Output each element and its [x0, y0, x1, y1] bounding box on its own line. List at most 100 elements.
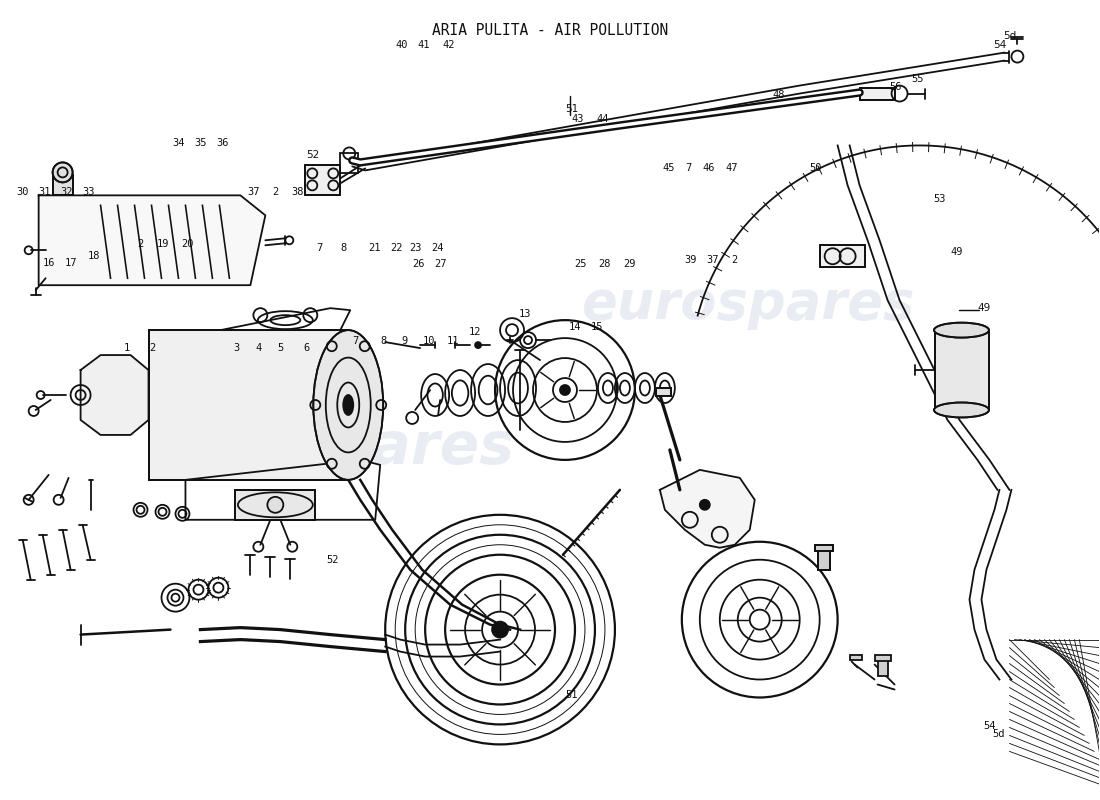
Bar — [235, 490, 316, 520]
Text: 30: 30 — [16, 187, 29, 198]
Text: 27: 27 — [433, 259, 447, 270]
Text: 34: 34 — [173, 138, 185, 148]
Text: 33: 33 — [82, 187, 95, 198]
Polygon shape — [39, 195, 265, 285]
Text: 2: 2 — [732, 255, 738, 266]
Bar — [935, 330, 989, 410]
Bar — [306, 166, 340, 195]
Text: 5d: 5d — [992, 729, 1004, 739]
Circle shape — [700, 500, 710, 510]
Text: 52: 52 — [327, 554, 339, 565]
Ellipse shape — [314, 330, 383, 480]
Text: 54: 54 — [983, 721, 996, 731]
Text: 48: 48 — [772, 90, 784, 100]
Text: 2: 2 — [138, 239, 143, 250]
Ellipse shape — [934, 402, 989, 418]
Bar — [656, 388, 671, 396]
Bar — [815, 545, 833, 550]
Text: 2: 2 — [272, 187, 278, 198]
Text: eurospares: eurospares — [581, 278, 914, 330]
Text: 35: 35 — [195, 138, 207, 148]
Circle shape — [267, 497, 284, 513]
Text: 46: 46 — [702, 163, 715, 174]
Text: 56: 56 — [890, 82, 902, 92]
Bar — [817, 548, 829, 570]
Bar — [817, 548, 829, 570]
Text: 49: 49 — [950, 247, 962, 258]
Bar — [148, 330, 349, 480]
Text: 29: 29 — [623, 259, 636, 270]
Bar — [859, 87, 894, 99]
Bar — [148, 330, 349, 480]
Bar — [820, 246, 865, 267]
Text: 16: 16 — [43, 258, 55, 268]
Text: 4: 4 — [255, 343, 262, 353]
Text: 14: 14 — [569, 322, 582, 331]
Text: 37: 37 — [706, 255, 718, 266]
Text: 5d: 5d — [1003, 30, 1016, 41]
Ellipse shape — [343, 395, 353, 415]
Text: 37: 37 — [248, 187, 260, 198]
Bar — [148, 330, 349, 480]
Text: 2: 2 — [150, 343, 155, 353]
Text: 39: 39 — [684, 255, 697, 266]
Text: 42: 42 — [442, 41, 455, 50]
Text: ARIA PULITA - AIR POLLUTION: ARIA PULITA - AIR POLLUTION — [432, 22, 668, 38]
Text: 31: 31 — [39, 187, 51, 198]
Bar — [53, 175, 73, 195]
Text: 52: 52 — [307, 150, 320, 161]
Text: 43: 43 — [571, 114, 584, 124]
Text: 7: 7 — [685, 163, 692, 174]
Text: 55: 55 — [912, 74, 924, 84]
Bar — [148, 330, 349, 480]
Text: 5: 5 — [277, 343, 284, 353]
Bar — [53, 175, 73, 195]
Text: 51: 51 — [565, 690, 579, 701]
Text: 53: 53 — [934, 194, 946, 204]
Polygon shape — [80, 355, 148, 435]
Bar — [878, 658, 888, 675]
Text: 17: 17 — [65, 258, 77, 268]
Text: 32: 32 — [60, 187, 73, 198]
Text: 51: 51 — [565, 103, 579, 114]
Text: 18: 18 — [88, 251, 100, 262]
Text: 26: 26 — [411, 259, 425, 270]
Text: 54: 54 — [993, 40, 1007, 50]
Text: 13: 13 — [518, 309, 531, 318]
Bar — [849, 654, 861, 659]
Bar — [340, 154, 359, 174]
Circle shape — [492, 622, 508, 638]
Text: eurospares: eurospares — [146, 419, 515, 477]
Text: 19: 19 — [157, 239, 169, 250]
Text: 24: 24 — [431, 243, 444, 254]
Bar — [306, 166, 340, 195]
Text: 25: 25 — [574, 259, 587, 270]
Text: 10: 10 — [422, 336, 436, 346]
Circle shape — [53, 162, 73, 182]
Text: 38: 38 — [292, 187, 304, 198]
Text: 44: 44 — [596, 114, 609, 124]
Text: 3: 3 — [234, 343, 240, 353]
Text: 21: 21 — [368, 243, 381, 254]
Bar — [820, 246, 865, 267]
Text: 22: 22 — [389, 243, 403, 254]
Text: 7: 7 — [352, 336, 359, 346]
Bar — [874, 654, 891, 661]
Polygon shape — [660, 470, 755, 548]
Text: 8: 8 — [340, 243, 346, 254]
Text: 6: 6 — [302, 343, 309, 353]
Text: 20: 20 — [182, 239, 194, 250]
Ellipse shape — [934, 322, 989, 338]
Circle shape — [560, 385, 570, 395]
Text: 8: 8 — [379, 336, 386, 346]
Text: 41: 41 — [417, 41, 430, 50]
Text: 45: 45 — [662, 163, 675, 174]
Text: 1: 1 — [124, 343, 130, 353]
Bar — [859, 87, 894, 99]
Text: 36: 36 — [217, 138, 229, 148]
Text: 7: 7 — [316, 243, 322, 254]
Bar — [935, 330, 989, 410]
Bar — [815, 545, 833, 550]
Text: 11: 11 — [447, 336, 460, 346]
Bar — [235, 490, 316, 520]
